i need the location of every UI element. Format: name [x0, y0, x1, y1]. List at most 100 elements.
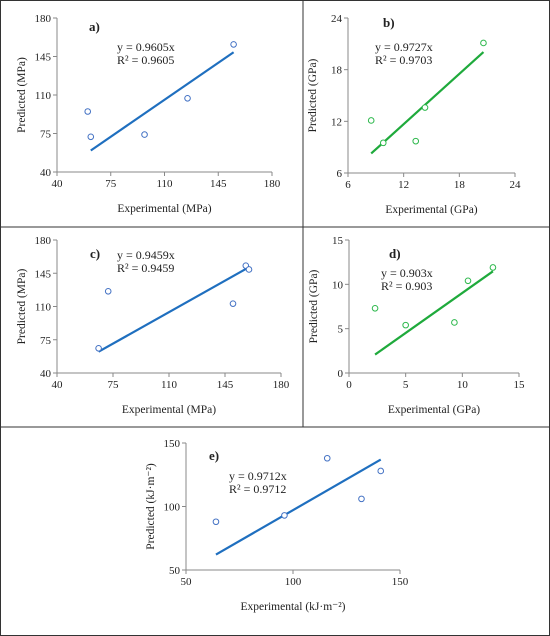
data-point [95, 345, 102, 352]
x-tick-label: 18 [454, 179, 466, 191]
data-point [212, 518, 220, 526]
data-point [412, 137, 420, 145]
data-point [464, 277, 472, 285]
y-tick-label: 145 [35, 268, 52, 280]
y-tick-label: 110 [35, 302, 52, 314]
x-axis-title: Experimental (GPa) [385, 204, 477, 216]
data-point [371, 304, 379, 312]
panel-label: e) [209, 448, 219, 463]
panel-label: d) [389, 246, 401, 261]
data-point [141, 131, 148, 138]
y-tick-label: 40 [40, 368, 52, 380]
regression-equation: y = 0.9459x [117, 248, 175, 262]
data-point [451, 319, 458, 326]
x-tick-label: 100 [285, 576, 302, 588]
data-point [245, 266, 253, 273]
y-tick-label: 24 [331, 13, 343, 25]
x-tick-label: 6 [345, 179, 351, 191]
panel-label: b) [383, 15, 395, 30]
data-point [84, 108, 92, 115]
x-tick-label: 150 [392, 576, 409, 588]
x-tick-label: 12 [398, 179, 409, 191]
y-tick-label: 5 [338, 324, 344, 336]
data-point [480, 39, 487, 47]
x-tick-label: 50 [181, 576, 193, 588]
chart-panel-c: 40 75 110 145 180 40 75 110 145 180 Experimental (… [16, 235, 290, 416]
y-tick-label: 6 [337, 168, 343, 180]
x-axis-title: Experimental (MPa) [117, 203, 211, 215]
chart-panel-d: 0 5 10 15 0 5 10 15 Experimental (GPa) Predicted … [308, 235, 525, 416]
data-point [87, 133, 95, 141]
y-tick-label: 12 [331, 116, 342, 128]
x-tick-label: 180 [264, 178, 281, 190]
y-tick-label: 75 [40, 335, 52, 347]
y-tick-label: 180 [35, 13, 52, 25]
data-point [402, 321, 409, 329]
x-tick-label: 5 [403, 379, 409, 391]
chart-panel-e: 50 100 150 50 100 150 Experimental (kJ·m⁻²) Pre… [145, 438, 409, 613]
data-point [421, 104, 429, 111]
panel-label: a) [89, 19, 100, 34]
y-tick-label: 150 [164, 438, 181, 450]
data-point [367, 117, 375, 124]
trendline [215, 458, 382, 556]
regression-equation: y = 0.9712x [229, 469, 287, 483]
y-axis-title: Predicted (MPa) [16, 57, 28, 133]
data-point [377, 467, 385, 475]
y-tick-label: 0 [338, 368, 344, 380]
y-axis-title: Predicted (GPa) [307, 58, 319, 132]
panel-label: c) [90, 246, 100, 261]
y-tick-label: 145 [35, 52, 52, 64]
x-tick-label: 0 [346, 379, 352, 391]
y-tick-label: 110 [35, 90, 52, 102]
r-squared-label: R² = 0.9703 [375, 53, 432, 67]
trendline [90, 51, 235, 152]
x-tick-label: 10 [457, 379, 469, 391]
x-tick-label: 40 [52, 178, 64, 190]
y-tick-label: 18 [331, 65, 343, 77]
data-point [379, 139, 387, 147]
r-squared-label: R² = 0.9605 [117, 53, 174, 67]
x-axis-title: Experimental (GPa) [388, 404, 480, 416]
data-point [104, 288, 112, 295]
x-tick-label: 110 [156, 178, 173, 190]
x-tick-label: 110 [161, 379, 178, 391]
chart-panel-b: 6 12 18 24 6 12 18 24 Experimental (GPa) Predicte… [307, 13, 521, 216]
data-point [229, 300, 237, 307]
r-squared-label: R² = 0.9459 [117, 261, 174, 275]
y-tick-label: 180 [35, 235, 52, 247]
y-tick-label: 75 [40, 129, 52, 141]
trendline [374, 270, 494, 356]
y-axis-title: Predicted (GPa) [308, 269, 320, 343]
x-axis-title: Experimental (kJ·m⁻²) [241, 601, 346, 613]
y-tick-label: 50 [169, 565, 181, 577]
x-tick-label: 145 [217, 379, 234, 391]
y-axis-title: Predicted (MPa) [16, 268, 28, 344]
x-tick-label: 180 [273, 379, 290, 391]
x-tick-label: 24 [510, 179, 522, 191]
data-point [230, 41, 237, 48]
data-point [184, 95, 191, 102]
data-point [489, 264, 497, 271]
x-tick-label: 75 [108, 379, 120, 391]
y-tick-label: 40 [40, 167, 52, 179]
regression-equation: y = 0.903x [381, 266, 433, 280]
y-tick-label: 100 [164, 502, 181, 514]
y-tick-label: 15 [332, 235, 344, 247]
data-point [323, 454, 331, 462]
data-point [358, 495, 365, 503]
x-tick-label: 15 [514, 379, 526, 391]
r-squared-label: R² = 0.9712 [229, 482, 286, 496]
chart-panel-a: 40 75 110 145 180 40 75 110 145 180 Experimental (… [16, 13, 281, 215]
x-tick-label: 75 [105, 178, 117, 190]
regression-equation: y = 0.9605x [117, 40, 175, 54]
data-point [281, 512, 288, 519]
x-axis-title: Experimental (MPa) [122, 404, 216, 416]
regression-equation: y = 0.9727x [375, 40, 433, 54]
trendline [98, 266, 250, 353]
x-tick-label: 40 [52, 379, 64, 391]
